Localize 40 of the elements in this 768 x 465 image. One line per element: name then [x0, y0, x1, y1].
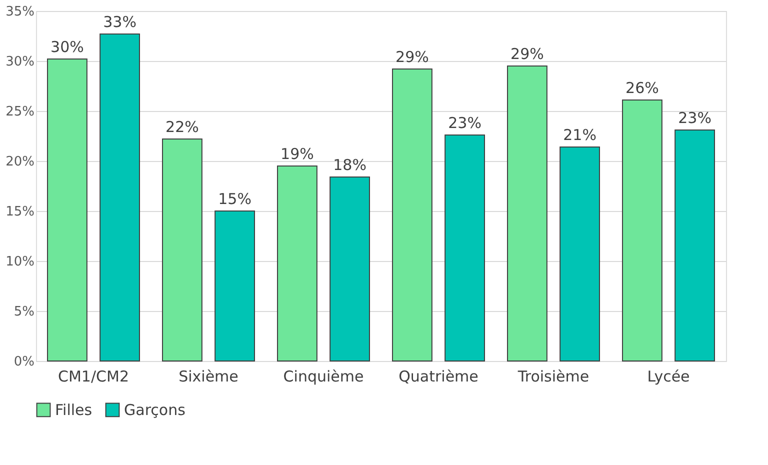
data-label: 18% [333, 156, 366, 174]
data-label: 19% [280, 145, 314, 163]
data-label: 21% [563, 126, 596, 144]
bar [100, 34, 140, 362]
bar [330, 176, 370, 362]
y-tick-label: 5% [14, 304, 34, 320]
x-tick-label: CM1/CM2 [58, 368, 129, 386]
y-tick-label: 15% [6, 204, 34, 220]
data-label: 29% [396, 48, 429, 66]
data-label: 23% [678, 109, 712, 127]
legend-label: Filles [55, 400, 92, 419]
y-tick-label: 25% [6, 104, 34, 120]
bar [162, 138, 202, 362]
y-tick-label: 30% [6, 54, 34, 70]
bar [392, 68, 432, 362]
bar [560, 146, 600, 362]
bar [47, 58, 88, 362]
bar [622, 100, 662, 362]
y-tick-label: 20% [6, 154, 34, 170]
bar [674, 130, 715, 362]
data-label: 30% [50, 38, 84, 56]
x-tick-label: Troisième [516, 368, 590, 386]
x-tick-label: Cinquième [283, 368, 364, 386]
bar [507, 66, 548, 362]
bar [214, 210, 255, 362]
data-label: 29% [510, 45, 544, 63]
y-tick-label: 10% [6, 254, 34, 270]
bar [277, 166, 318, 362]
x-tick-label: Lycée [647, 368, 690, 386]
y-tick-label: 0% [14, 354, 34, 370]
data-label: 26% [626, 79, 659, 97]
legend-label: Garçons [124, 400, 186, 419]
x-tick-label: Quatrième [398, 368, 478, 386]
data-label: 23% [448, 114, 482, 132]
data-label: 22% [166, 118, 199, 136]
bar [444, 134, 485, 362]
data-label: 15% [218, 190, 252, 208]
x-tick-label: Sixième [178, 368, 238, 386]
y-tick-label: 35% [6, 4, 34, 20]
data-label: 33% [103, 13, 136, 31]
